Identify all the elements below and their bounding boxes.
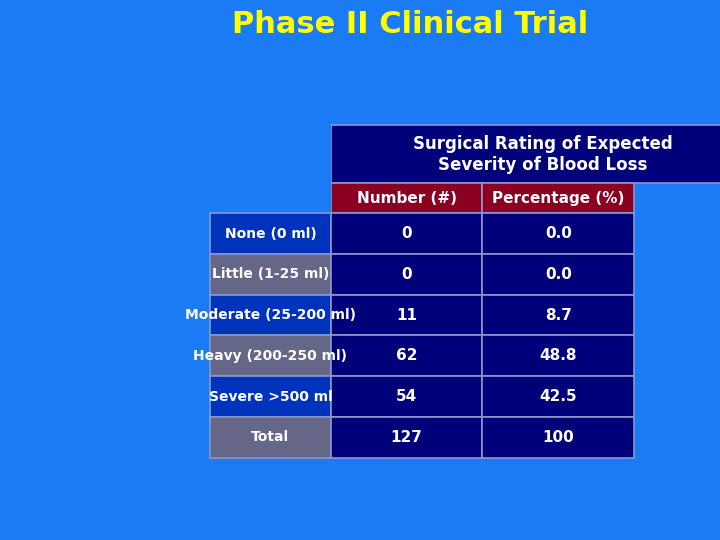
Bar <box>330 125 720 183</box>
Text: None (0 ml): None (0 ml) <box>225 227 316 241</box>
Bar <box>482 295 634 335</box>
Bar <box>210 376 330 417</box>
Text: 62: 62 <box>396 348 418 363</box>
Text: Heavy (200-250 ml): Heavy (200-250 ml) <box>194 349 348 363</box>
Text: 8.7: 8.7 <box>545 308 572 322</box>
Bar <box>482 254 634 295</box>
Text: 42.5: 42.5 <box>539 389 577 404</box>
Bar <box>330 254 482 295</box>
Bar <box>330 335 482 376</box>
Text: 0.0: 0.0 <box>545 226 572 241</box>
Text: 100: 100 <box>542 430 574 445</box>
Text: Little (1-25 ml): Little (1-25 ml) <box>212 267 329 281</box>
Text: Moderate (25-200 ml): Moderate (25-200 ml) <box>185 308 356 322</box>
Bar <box>482 183 634 213</box>
Text: Phase II Clinical Trial: Phase II Clinical Trial <box>233 10 588 39</box>
Text: Number (#): Number (#) <box>356 191 456 206</box>
Text: 11: 11 <box>396 308 417 322</box>
Bar <box>330 376 482 417</box>
Text: 0: 0 <box>401 267 412 282</box>
Bar <box>482 376 634 417</box>
Text: Severe >500 ml: Severe >500 ml <box>209 389 332 403</box>
Bar <box>330 183 482 213</box>
Bar <box>482 335 634 376</box>
Bar <box>210 213 330 254</box>
Text: Surgical Rating of Expected
Severity of Blood Loss: Surgical Rating of Expected Severity of … <box>413 135 672 173</box>
Bar <box>210 295 330 335</box>
Text: Total: Total <box>251 430 289 444</box>
Text: Percentage (%): Percentage (%) <box>492 191 624 206</box>
Text: 48.8: 48.8 <box>539 348 577 363</box>
Bar <box>330 295 482 335</box>
Text: 127: 127 <box>391 430 423 445</box>
Text: 0: 0 <box>401 226 412 241</box>
Bar <box>210 335 330 376</box>
Bar <box>330 417 482 458</box>
Text: 54: 54 <box>396 389 418 404</box>
Bar <box>210 125 330 183</box>
Text: 0.0: 0.0 <box>545 267 572 282</box>
Bar <box>210 417 330 458</box>
Bar <box>210 183 330 213</box>
Bar <box>330 213 482 254</box>
Bar <box>210 254 330 295</box>
Bar <box>482 213 634 254</box>
Bar <box>482 417 634 458</box>
